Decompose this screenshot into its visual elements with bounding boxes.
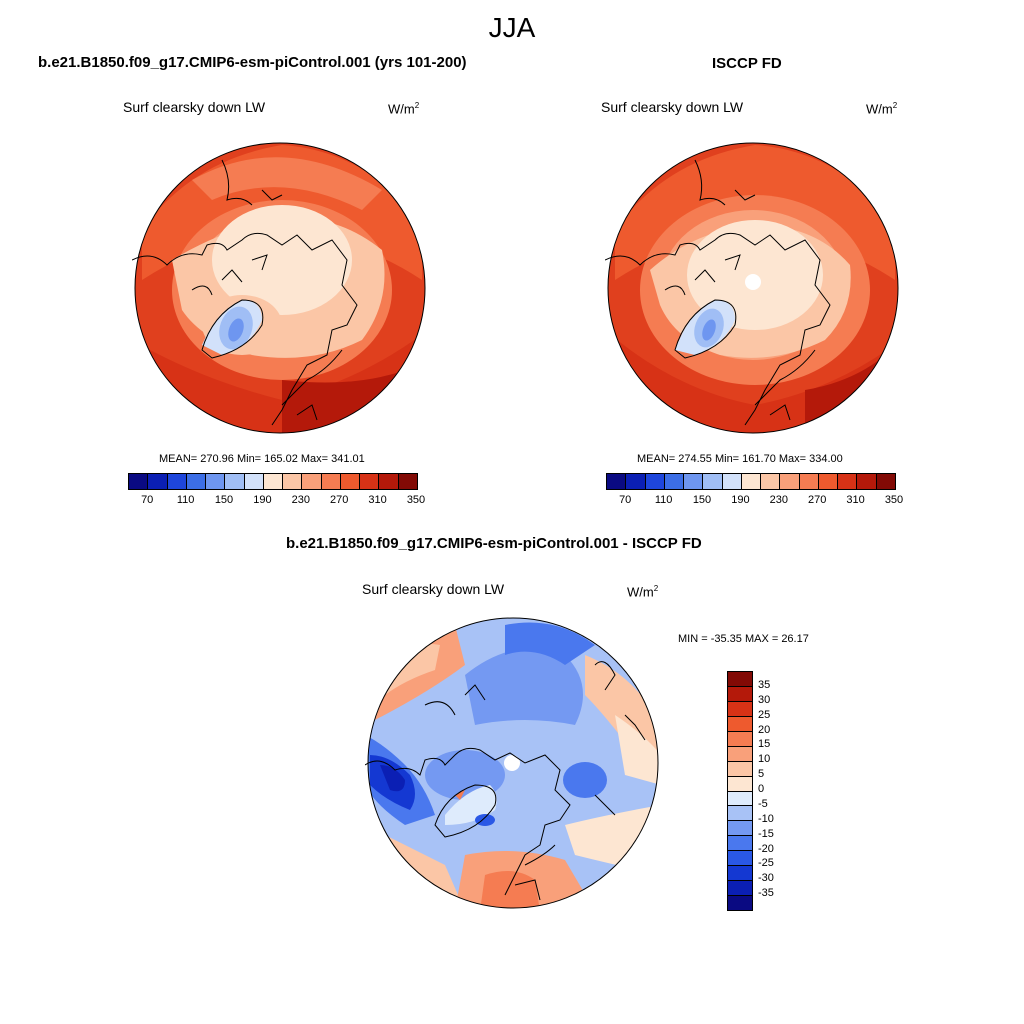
colorbar-tick-label: 110	[176, 494, 195, 506]
colorbar-swatch	[728, 686, 752, 702]
colorbar-tick-label: 15	[758, 738, 771, 751]
colorbar-swatch	[728, 701, 752, 717]
panel2-polar-map	[605, 142, 899, 434]
panel1-colorbar: 70 110 150 190 230 270 310 350	[128, 473, 425, 510]
colorbar-swatch	[684, 474, 704, 489]
colorbar-swatch	[321, 474, 341, 489]
colorbar-swatch	[664, 474, 685, 489]
colorbar-swatch	[728, 896, 752, 910]
colorbar-swatch	[626, 474, 646, 489]
colorbar-tick-label: -35	[758, 887, 774, 900]
panel3-colorbar: 35 30 25 20 15 10 5 0 -5 -10 -15 -20 -25 -30 -35	[727, 671, 774, 911]
colorbar-swatch	[838, 474, 858, 489]
panel1-units: W/m2	[388, 101, 420, 117]
colorbar-tick-label: 310	[846, 494, 865, 506]
colorbar-tick-label: 350	[884, 494, 904, 506]
panel3-polar-map	[365, 617, 659, 909]
colorbar-swatch	[225, 474, 245, 489]
colorbar-tick-label: 270	[808, 494, 827, 506]
colorbar-tick-label: 0	[758, 783, 765, 795]
colorbar-tick-label: 20	[758, 723, 771, 736]
colorbar-swatch	[186, 474, 207, 489]
colorbar-tick-label: 310	[368, 494, 387, 506]
colorbar-tick-label: 70	[141, 494, 154, 506]
colorbar-tick-label: 190	[253, 494, 272, 506]
panel1-polar-map	[132, 142, 426, 434]
colorbar-swatch	[360, 474, 380, 489]
colorbar-swatch	[728, 806, 752, 822]
colorbar-swatch	[799, 474, 819, 489]
panel3-units: W/m2	[627, 584, 659, 600]
colorbar-tick-label: 110	[654, 494, 673, 506]
colorbar-swatch	[703, 474, 723, 489]
colorbar-tick-label: 10	[758, 753, 771, 766]
colorbar-swatch	[379, 474, 399, 489]
colorbar-swatch	[263, 474, 284, 489]
colorbar-swatch	[728, 881, 752, 897]
colorbar-swatch	[244, 474, 264, 489]
colorbar-tick-label: 35	[758, 678, 771, 691]
colorbar-tick-label: -5	[758, 797, 768, 810]
panel2-variable-label: Surf clearsky down LW	[601, 99, 744, 115]
colorbar-swatch	[607, 474, 627, 489]
panel3-stats: MIN = -35.35 MAX = 26.17	[678, 633, 809, 645]
colorbar-swatch	[761, 474, 781, 489]
panel2-colorbar: 70 110 150 190 230 270 310 350	[606, 473, 903, 510]
colorbar-tick-label: -15	[758, 827, 774, 840]
colorbar-tick-label: 150	[692, 494, 712, 506]
colorbar-swatch	[728, 731, 752, 747]
colorbar-tick-label: 230	[291, 494, 310, 506]
colorbar-swatch	[302, 474, 322, 489]
colorbar-swatch	[728, 776, 752, 792]
colorbar-swatch	[722, 474, 742, 489]
colorbar-swatch	[780, 474, 800, 489]
panel1-title: b.e21.B1850.f09_g17.CMIP6-esm-piControl.…	[38, 54, 467, 71]
colorbar-swatch	[728, 866, 752, 882]
colorbar-swatch	[876, 474, 895, 489]
colorbar-swatch	[340, 474, 361, 489]
colorbar-swatch	[728, 836, 752, 852]
colorbar-swatch	[728, 851, 752, 867]
panel2-units: W/m2	[866, 101, 898, 117]
colorbar-swatch	[167, 474, 187, 489]
colorbar-swatch	[728, 672, 752, 687]
colorbar-tick-label: -30	[758, 872, 774, 885]
colorbar-swatch	[129, 474, 149, 489]
colorbar-tick-label: 150	[214, 494, 234, 506]
panel2-title: ISCCP FD	[712, 55, 782, 72]
colorbar-tick-label: 230	[769, 494, 788, 506]
colorbar-tick-label: -10	[758, 812, 774, 825]
colorbar-swatch	[283, 474, 303, 489]
colorbar-tick-label: 25	[758, 708, 771, 721]
colorbar-swatch	[728, 791, 752, 807]
colorbar-tick-label: 350	[406, 494, 426, 506]
panel1-variable-label: Surf clearsky down LW	[123, 99, 266, 115]
colorbar-tick-label: -25	[758, 857, 774, 870]
colorbar-swatch	[645, 474, 665, 489]
colorbar-tick-label: 5	[758, 768, 765, 781]
colorbar-swatch	[206, 474, 226, 489]
colorbar-swatch	[728, 716, 752, 732]
colorbar-tick-label: 270	[330, 494, 349, 506]
colorbar-tick-label: 30	[758, 693, 771, 706]
colorbar-swatch	[398, 474, 417, 489]
colorbar-swatch	[728, 821, 752, 837]
colorbar-swatch	[728, 746, 752, 762]
colorbar-swatch	[857, 474, 877, 489]
colorbar-tick-label: -20	[758, 842, 774, 855]
figure-title: JJA	[488, 12, 536, 43]
colorbar-swatch	[728, 761, 752, 777]
colorbar-tick-label: 70	[619, 494, 632, 506]
panel3-variable-label: Surf clearsky down LW	[362, 581, 505, 597]
colorbar-tick-label: 190	[731, 494, 750, 506]
panel3-title: b.e21.B1850.f09_g17.CMIP6-esm-piControl.…	[286, 535, 702, 552]
panel1-stats: MEAN= 270.96 Min= 165.02 Max= 341.01	[159, 453, 365, 465]
colorbar-swatch	[148, 474, 168, 489]
colorbar-swatch	[741, 474, 762, 489]
colorbar-swatch	[818, 474, 839, 489]
panel2-stats: MEAN= 274.55 Min= 161.70 Max= 334.00	[637, 453, 843, 465]
